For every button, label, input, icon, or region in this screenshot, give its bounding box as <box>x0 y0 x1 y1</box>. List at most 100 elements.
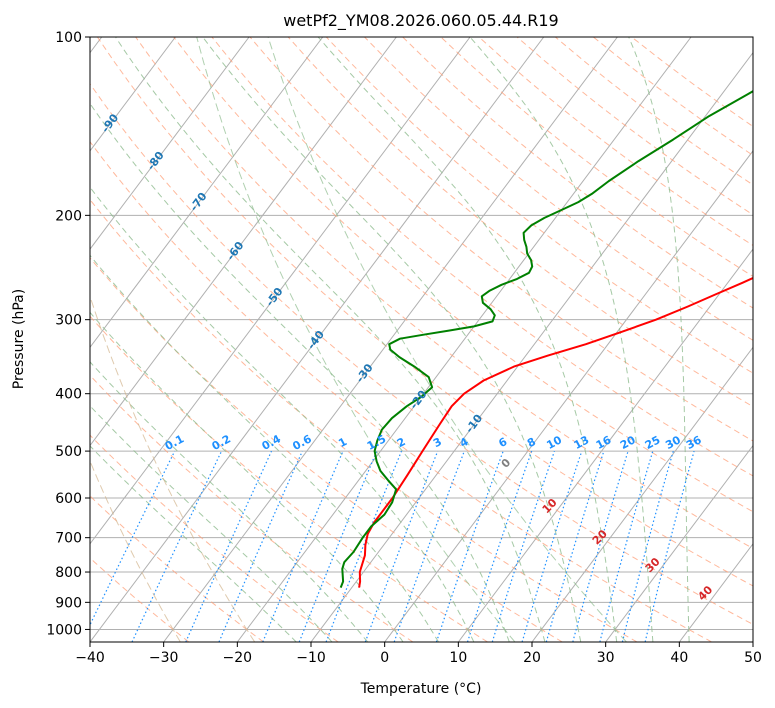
mixing-ratio-label: 6 <box>497 435 510 450</box>
isotherm-line <box>752 641 753 642</box>
y-tick-label: 500 <box>55 444 82 460</box>
adiabat-label: 10 <box>540 496 560 516</box>
x-tick-label: 30 <box>597 650 615 666</box>
dry-adiabat-line <box>364 37 753 341</box>
mixing-ratio-line <box>393 450 465 642</box>
dewpoint-line <box>339 90 753 588</box>
mixing-ratio-label: 16 <box>594 433 614 452</box>
isotherm-line <box>90 37 545 642</box>
isotherm-line <box>457 248 753 642</box>
mixing-ratio-line <box>491 450 555 642</box>
dry-adiabat-line <box>440 37 753 278</box>
isotherm-label: -30 <box>353 361 376 385</box>
mixing-ratio-label: 1 <box>336 435 349 450</box>
temperature-line <box>358 276 753 588</box>
moist-adiabat-line <box>317 37 618 642</box>
mixing-ratio-line <box>90 450 176 627</box>
y-tick-label: 300 <box>55 313 82 329</box>
freezing-level-label: 0 <box>499 456 514 471</box>
adiabat-label: 40 <box>695 583 715 603</box>
profile-series <box>339 90 753 588</box>
mixing-ratio-label: 2 <box>395 435 408 450</box>
y-tick-label: 700 <box>55 531 82 547</box>
moist-adiabat-line <box>90 311 404 642</box>
dry-adiabat-line <box>478 37 753 246</box>
reference-curve <box>196 37 516 642</box>
x-tick-label: 20 <box>523 650 541 666</box>
adiabat-label: 20 <box>590 527 610 547</box>
y-tick-label: 600 <box>55 491 82 507</box>
dry-adiabat-line <box>90 140 712 642</box>
x-tick-label: −30 <box>149 650 179 666</box>
y-axis-title: Pressure (hPa) <box>11 289 27 389</box>
mixing-ratio-label: 4 <box>458 435 471 450</box>
dry-adiabat-line <box>96 37 753 587</box>
moist-adiabat-line <box>115 37 546 642</box>
isotherm-line <box>310 51 753 642</box>
mixing-ratio-line <box>262 450 344 642</box>
mixing-ratio-line <box>572 450 629 642</box>
x-tick-label: 40 <box>670 650 688 666</box>
x-tick-label: 0 <box>380 650 389 666</box>
dry-adiabat-line <box>90 557 190 642</box>
dry-adiabat-line <box>211 37 753 477</box>
mixing-ratio-line <box>435 450 504 642</box>
mixing-ratio-line <box>218 450 303 642</box>
moist-adiabat-line <box>90 445 297 642</box>
isotherm-line <box>678 542 753 642</box>
mixing-ratio-line <box>521 450 583 642</box>
mixing-ratio-label: 30 <box>663 433 683 452</box>
isotherm-label: -10 <box>463 412 486 436</box>
y-tick-label: 100 <box>55 30 82 46</box>
mixing-ratio-label: 13 <box>572 433 592 452</box>
isotherm-line <box>531 346 753 642</box>
moist-adiabat-line <box>202 37 582 642</box>
mixing-ratio-line <box>545 450 605 642</box>
dry-adiabat-line <box>90 374 414 642</box>
y-axis: 1000 900 800 700 600 500 400 300 200 100 <box>46 30 90 638</box>
mixing-ratio-label: 0.6 <box>290 432 314 453</box>
reference-curve <box>90 459 181 642</box>
mixing-ratio-label: 36 <box>684 433 704 452</box>
isotherm-label: -60 <box>224 239 247 263</box>
dry-adiabat-line <box>402 37 753 309</box>
moist-adiabat-line <box>469 37 654 642</box>
y-tick-label: 900 <box>55 595 82 611</box>
mixing-ratio-label: 3 <box>431 435 444 450</box>
x-tick-label: 50 <box>744 650 762 666</box>
y-tick-label: 800 <box>55 565 82 581</box>
x-tick-label: 10 <box>449 650 467 666</box>
isotherm-line <box>163 37 618 642</box>
isotherm-line <box>236 37 692 642</box>
x-tick-label: −20 <box>223 650 253 666</box>
isotherm-label: -40 <box>305 328 328 352</box>
mixing-ratio-label: 0.2 <box>210 432 233 453</box>
isotherm-label: -90 <box>99 111 122 135</box>
isotherm-label: -70 <box>187 190 210 214</box>
isotherm-line <box>605 444 753 642</box>
moist-adiabat-line <box>628 37 690 642</box>
isotherm-line <box>90 37 324 349</box>
moist-adiabat-line <box>90 405 333 642</box>
x-tick-label: −10 <box>296 650 326 666</box>
mixing-ratio-line <box>621 450 674 642</box>
mixing-ratio-line <box>466 450 533 642</box>
x-axis: −40 −30 −20 −10 0 10 20 30 40 50 <box>75 642 762 666</box>
isotherm-label: -100 <box>56 64 83 94</box>
isotherm-label: -50 <box>263 285 286 309</box>
mixing-ratio-label: 25 <box>643 433 663 452</box>
isotherm-line <box>90 37 397 447</box>
mixing-ratio-line <box>325 450 403 642</box>
background-lines <box>90 37 753 642</box>
dry-adiabat-line <box>173 37 753 513</box>
isotherm-label: -80 <box>144 149 167 173</box>
mixing-ratio-label: 0.1 <box>163 432 186 453</box>
mixing-ratio-label: 1.5 <box>365 432 388 453</box>
moist-adiabat-line <box>90 361 369 642</box>
y-tick-label: 400 <box>55 387 82 403</box>
mixing-ratio-line <box>599 450 654 642</box>
dry-adiabat-line <box>90 257 563 642</box>
dry-adiabat-line <box>90 83 753 625</box>
y-tick-label: 1000 <box>46 622 82 638</box>
